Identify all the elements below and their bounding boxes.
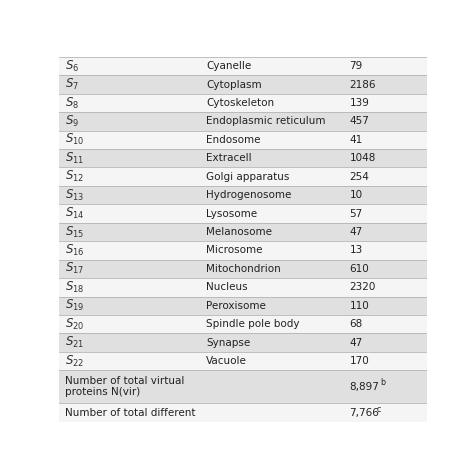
Bar bbox=[59, 297, 427, 315]
Bar bbox=[59, 278, 427, 297]
Bar bbox=[59, 131, 427, 149]
Text: $\mathit{S}_{11}$: $\mathit{S}_{11}$ bbox=[65, 151, 84, 166]
Text: $\mathit{S}_{12}$: $\mathit{S}_{12}$ bbox=[65, 169, 84, 184]
Text: 1048: 1048 bbox=[349, 153, 376, 163]
Text: $\mathit{S}_{10}$: $\mathit{S}_{10}$ bbox=[65, 132, 84, 147]
Text: $\mathit{S}_{8}$: $\mathit{S}_{8}$ bbox=[65, 95, 79, 110]
Text: $\mathit{S}_{7}$: $\mathit{S}_{7}$ bbox=[65, 77, 79, 92]
Text: Cytoskeleton: Cytoskeleton bbox=[206, 98, 274, 108]
Bar bbox=[59, 352, 427, 370]
Text: Nucleus: Nucleus bbox=[206, 283, 248, 292]
Text: $\mathit{S}_{20}$: $\mathit{S}_{20}$ bbox=[65, 317, 84, 332]
Text: Melanosome: Melanosome bbox=[206, 227, 272, 237]
Text: Extracell: Extracell bbox=[206, 153, 252, 163]
Bar bbox=[59, 167, 427, 186]
Bar bbox=[59, 370, 427, 403]
Bar bbox=[59, 149, 427, 167]
Text: Microsome: Microsome bbox=[206, 246, 263, 255]
Text: Spindle pole body: Spindle pole body bbox=[206, 319, 300, 329]
Text: 41: 41 bbox=[349, 135, 363, 145]
Text: $\mathit{S}_{17}$: $\mathit{S}_{17}$ bbox=[65, 261, 84, 276]
Bar bbox=[59, 241, 427, 260]
Text: b: b bbox=[381, 378, 386, 387]
Text: 13: 13 bbox=[349, 246, 363, 255]
Bar bbox=[59, 94, 427, 112]
Text: c: c bbox=[376, 405, 381, 414]
Text: Lysosome: Lysosome bbox=[206, 209, 257, 219]
Bar bbox=[59, 333, 427, 352]
Text: Cytoplasm: Cytoplasm bbox=[206, 80, 262, 90]
Bar bbox=[59, 403, 427, 422]
Bar bbox=[59, 186, 427, 204]
Text: 10: 10 bbox=[349, 190, 363, 200]
Text: 2320: 2320 bbox=[349, 283, 376, 292]
Text: 47: 47 bbox=[349, 337, 363, 347]
Text: 79: 79 bbox=[349, 61, 363, 71]
Text: Mitochondrion: Mitochondrion bbox=[206, 264, 281, 274]
Text: Peroxisome: Peroxisome bbox=[206, 301, 266, 311]
Text: $\mathit{S}_{16}$: $\mathit{S}_{16}$ bbox=[65, 243, 84, 258]
Text: Golgi apparatus: Golgi apparatus bbox=[206, 172, 290, 182]
Text: $\mathit{S}_{15}$: $\mathit{S}_{15}$ bbox=[65, 225, 84, 239]
Bar bbox=[59, 112, 427, 131]
Text: $\mathit{S}_{22}$: $\mathit{S}_{22}$ bbox=[65, 354, 84, 369]
Bar bbox=[59, 75, 427, 94]
Text: Endosome: Endosome bbox=[206, 135, 261, 145]
Text: Number of total virtual: Number of total virtual bbox=[65, 376, 184, 386]
Text: Synapse: Synapse bbox=[206, 337, 250, 347]
Text: 254: 254 bbox=[349, 172, 369, 182]
Text: 7,766: 7,766 bbox=[349, 408, 379, 418]
Text: $\mathit{S}_{13}$: $\mathit{S}_{13}$ bbox=[65, 188, 84, 203]
Text: Number of total different: Number of total different bbox=[65, 408, 195, 418]
Text: 170: 170 bbox=[349, 356, 369, 366]
Text: $\mathit{S}_{18}$: $\mathit{S}_{18}$ bbox=[65, 280, 84, 295]
Text: Cyanelle: Cyanelle bbox=[206, 61, 251, 71]
Bar bbox=[59, 260, 427, 278]
Text: Endoplasmic reticulum: Endoplasmic reticulum bbox=[206, 117, 326, 127]
Bar bbox=[59, 204, 427, 223]
Text: 57: 57 bbox=[349, 209, 363, 219]
Text: Vacuole: Vacuole bbox=[206, 356, 247, 366]
Text: 2186: 2186 bbox=[349, 80, 376, 90]
Text: $\mathit{S}_{14}$: $\mathit{S}_{14}$ bbox=[65, 206, 84, 221]
Text: $\mathit{S}_{19}$: $\mathit{S}_{19}$ bbox=[65, 298, 84, 313]
Bar bbox=[59, 315, 427, 333]
Text: proteins N(vir): proteins N(vir) bbox=[65, 387, 140, 398]
Bar bbox=[59, 223, 427, 241]
Text: $\mathit{S}_{6}$: $\mathit{S}_{6}$ bbox=[65, 59, 79, 73]
Text: 610: 610 bbox=[349, 264, 369, 274]
Text: 457: 457 bbox=[349, 117, 369, 127]
Text: 47: 47 bbox=[349, 227, 363, 237]
Bar bbox=[59, 57, 427, 75]
Text: $\mathit{S}_{21}$: $\mathit{S}_{21}$ bbox=[65, 335, 84, 350]
Text: 68: 68 bbox=[349, 319, 363, 329]
Text: 110: 110 bbox=[349, 301, 369, 311]
Text: Hydrogenosome: Hydrogenosome bbox=[206, 190, 292, 200]
Text: 8,897: 8,897 bbox=[349, 382, 379, 392]
Text: $\mathit{S}_{9}$: $\mathit{S}_{9}$ bbox=[65, 114, 79, 129]
Text: 139: 139 bbox=[349, 98, 369, 108]
